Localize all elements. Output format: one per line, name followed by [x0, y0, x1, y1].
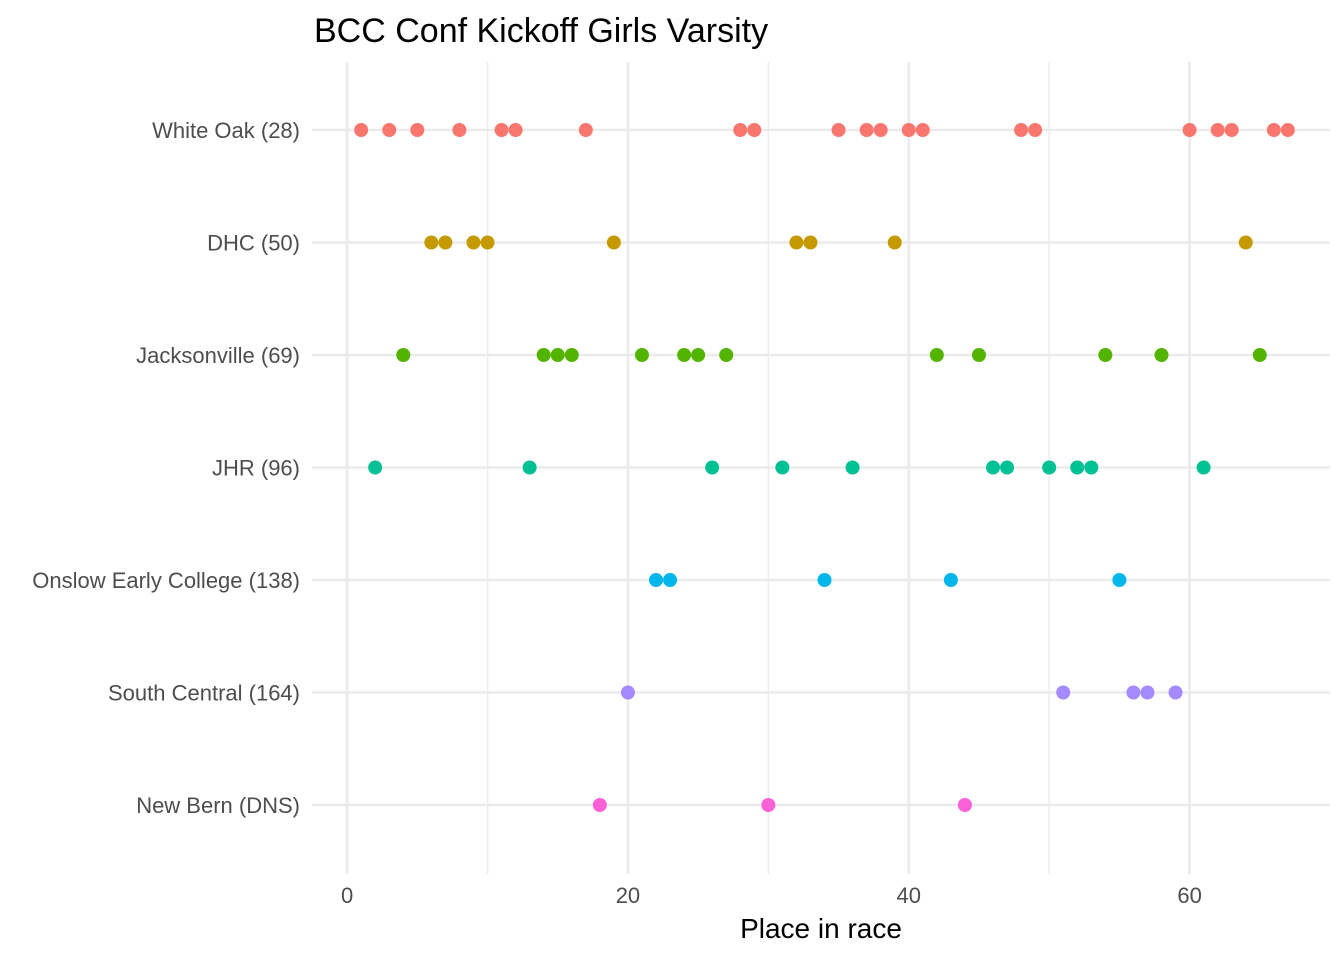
- data-point: [649, 573, 664, 587]
- grid-lines: [312, 62, 1330, 874]
- data-point: [677, 348, 692, 362]
- data-point: [845, 460, 860, 475]
- data-point: [747, 123, 762, 137]
- data-point: [382, 123, 397, 137]
- data-point: [536, 348, 551, 362]
- data-point: [550, 348, 565, 362]
- data-points: [354, 123, 1295, 812]
- data-point: [1210, 123, 1225, 137]
- data-point: [1252, 348, 1267, 362]
- y-tick-label: White Oak (28): [152, 118, 300, 143]
- data-point: [1000, 460, 1015, 475]
- data-point: [1196, 460, 1211, 475]
- y-tick-label: DHC (50): [207, 231, 300, 256]
- y-tick-label: New Bern (DNS): [136, 793, 300, 818]
- data-point: [929, 348, 944, 362]
- data-point: [620, 685, 635, 700]
- data-point: [578, 123, 593, 137]
- data-point: [1126, 685, 1141, 700]
- data-point: [466, 235, 481, 250]
- data-point: [508, 123, 523, 137]
- data-point: [564, 348, 579, 362]
- data-point: [1042, 460, 1057, 475]
- x-tick-label: 40: [897, 883, 921, 908]
- data-point: [887, 235, 902, 250]
- data-point: [396, 348, 411, 362]
- data-point: [634, 348, 649, 362]
- y-tick-label: Onslow Early College (138): [32, 568, 300, 593]
- data-point: [915, 123, 930, 137]
- y-tick-label: Jacksonville (69): [136, 343, 300, 368]
- data-point: [789, 235, 804, 250]
- data-point: [986, 460, 1001, 475]
- data-point: [1238, 235, 1253, 250]
- data-point: [592, 798, 607, 812]
- data-point: [761, 798, 776, 812]
- x-tick-label: 20: [616, 883, 640, 908]
- data-point: [1056, 685, 1071, 700]
- data-point: [606, 235, 621, 250]
- data-point: [480, 235, 495, 250]
- data-point: [691, 348, 706, 362]
- data-point: [831, 123, 846, 137]
- data-point: [1098, 348, 1113, 362]
- data-point: [424, 235, 439, 250]
- data-point: [971, 348, 986, 362]
- data-point: [957, 798, 972, 812]
- y-tick-label: South Central (164): [108, 681, 300, 706]
- data-point: [1140, 685, 1155, 700]
- data-point: [803, 235, 818, 250]
- data-point: [775, 460, 790, 475]
- data-point: [719, 348, 734, 362]
- x-tick-label: 60: [1177, 883, 1201, 908]
- x-axis-label: Place in race: [740, 913, 902, 944]
- data-point: [901, 123, 916, 137]
- data-point: [943, 573, 958, 587]
- data-point: [733, 123, 748, 137]
- data-point: [1014, 123, 1029, 137]
- data-point: [705, 460, 720, 475]
- data-point: [1084, 460, 1099, 475]
- data-point: [438, 235, 453, 250]
- data-point: [1168, 685, 1183, 700]
- data-point: [1028, 123, 1043, 137]
- data-point: [1266, 123, 1281, 137]
- data-point: [494, 123, 509, 137]
- data-point: [452, 123, 467, 137]
- chart-title: BCC Conf Kickoff Girls Varsity: [314, 12, 768, 50]
- x-tick-label: 0: [341, 883, 353, 908]
- data-point: [859, 123, 874, 137]
- data-point: [663, 573, 678, 587]
- data-point: [873, 123, 888, 137]
- x-axis-tick-labels: 0 20 40 60: [341, 883, 1202, 908]
- data-point: [354, 123, 369, 137]
- y-axis-tick-labels: White Oak (28) DHC (50) Jacksonville (69) J…: [32, 118, 300, 818]
- data-point: [1280, 123, 1295, 137]
- data-point: [1070, 460, 1085, 475]
- data-point: [410, 123, 425, 137]
- data-point: [1112, 573, 1127, 587]
- data-point: [1154, 348, 1169, 362]
- data-point: [1182, 123, 1197, 137]
- y-tick-label: JHR (96): [212, 456, 300, 481]
- data-point: [522, 460, 537, 475]
- data-point: [368, 460, 383, 475]
- data-point: [1224, 123, 1239, 137]
- data-point: [817, 573, 832, 587]
